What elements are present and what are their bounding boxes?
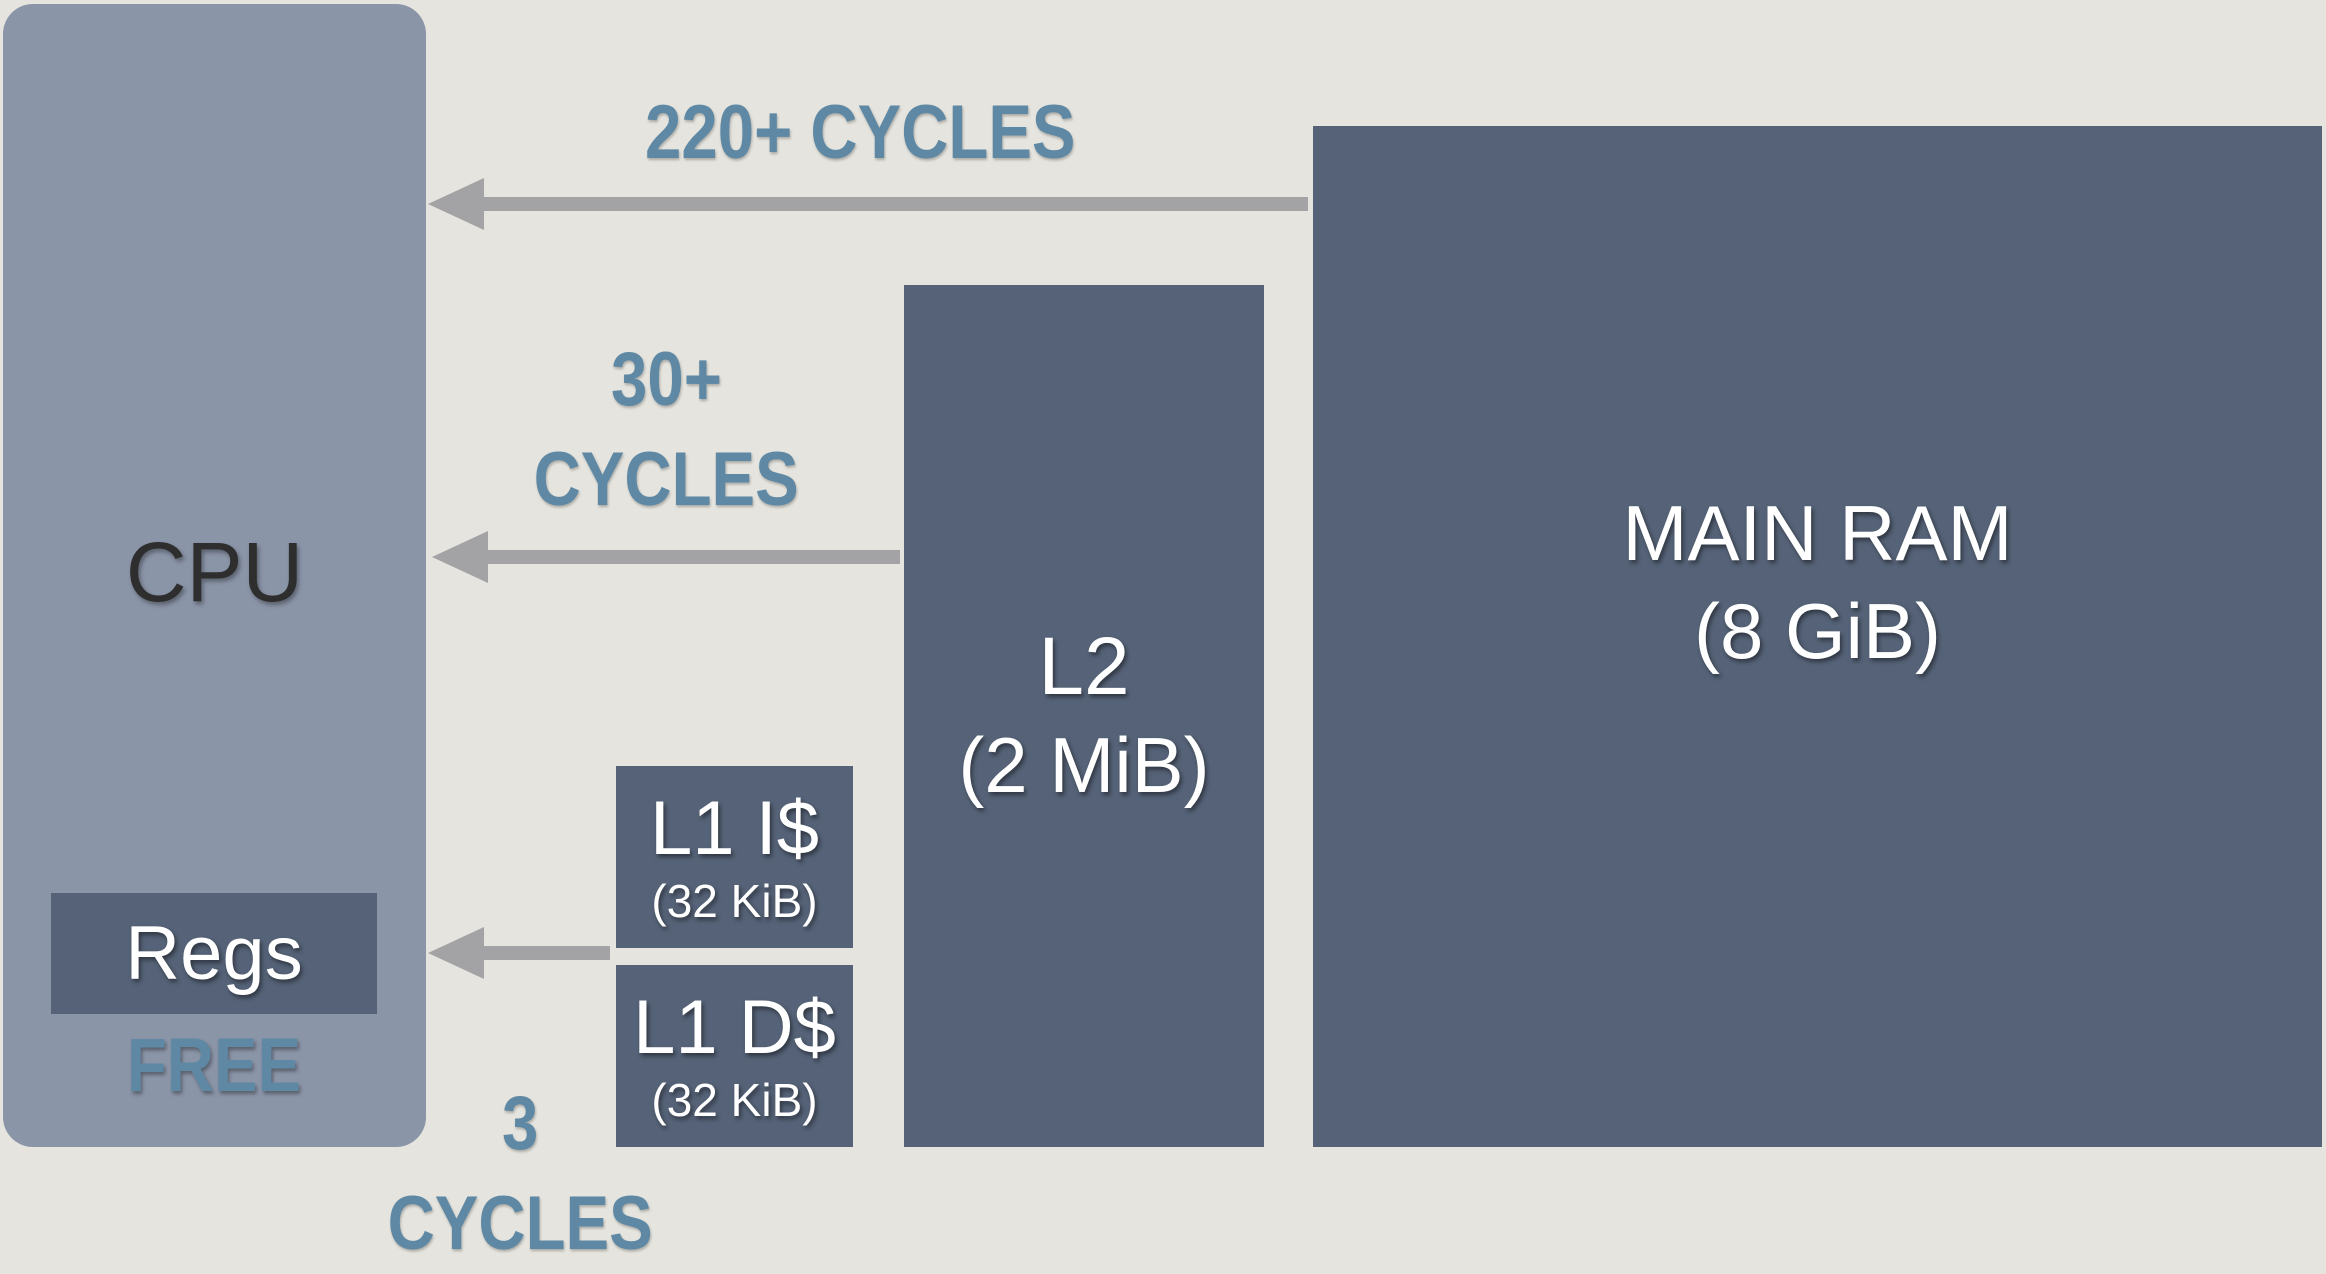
main-ram-name: MAIN RAM <box>1622 488 2013 577</box>
l1-data-cache-block: L1 D$ (32 KiB) <box>616 965 853 1147</box>
registers-label: Regs <box>125 911 303 996</box>
l1-latency-label: 3 CYCLES <box>320 1074 720 1274</box>
l1-data-cache-size: (32 KiB) <box>651 1074 818 1126</box>
l1-latency-value: 3 <box>501 1081 539 1166</box>
ram-to-cpu-arrow <box>428 178 1308 230</box>
l1-to-cpu-arrow <box>428 927 610 979</box>
l1-instruction-cache-size: (32 KiB) <box>651 875 818 927</box>
l1-instruction-cache-name: L1 I$ <box>649 786 820 871</box>
l2-cache-block: L2 (2 MiB) <box>904 285 1264 1147</box>
l2-to-cpu-arrow <box>432 531 900 583</box>
cpu-label: CPU <box>125 525 304 619</box>
registers-latency-label: FREE <box>126 1023 302 1108</box>
l2-latency-value: 30+ <box>610 337 722 422</box>
main-ram-block: MAIN RAM (8 GiB) <box>1313 126 2322 1147</box>
l2-cache-name: L2 <box>1038 621 1130 712</box>
l2-latency-unit: CYCLES <box>533 437 799 522</box>
l1-data-cache-name: L1 D$ <box>633 985 836 1070</box>
l1-latency-unit: CYCLES <box>387 1181 653 1266</box>
l1-instruction-cache-block: L1 I$ (32 KiB) <box>616 766 853 948</box>
main-ram-size: (8 GiB) <box>1693 586 1942 675</box>
ram-latency-label: 220+ CYCLES <box>644 90 1076 175</box>
l2-cache-size: (2 MiB) <box>958 721 1210 809</box>
l2-latency-label: 30+ CYCLES <box>466 330 866 530</box>
registers-block: Regs <box>51 893 377 1014</box>
